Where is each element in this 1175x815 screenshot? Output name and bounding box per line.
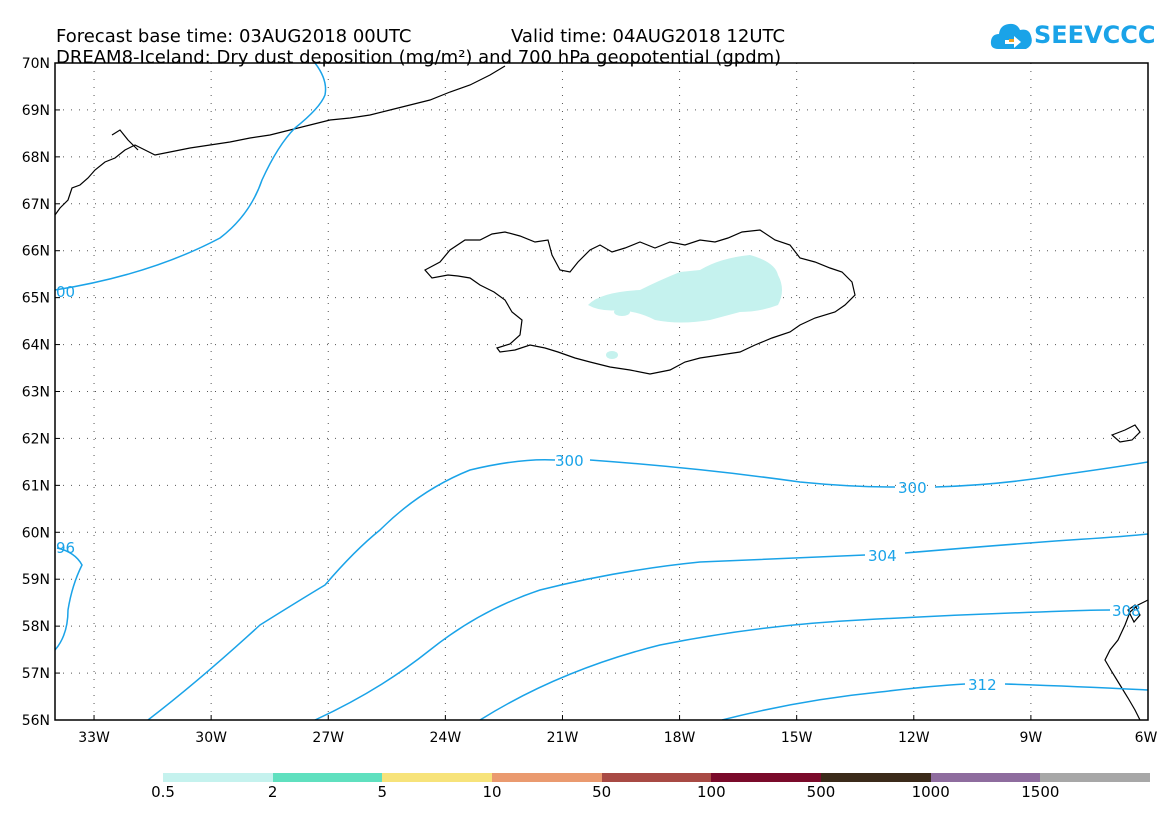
legend-label: 1500: [1021, 783, 1060, 801]
legend-label: 0.5: [151, 783, 175, 801]
cloud-arrow-icon: [990, 23, 1032, 49]
faroe-coastline: [1110, 424, 1141, 443]
seevccc-logo: SEEVCCC: [990, 17, 1170, 57]
latitude-label: 60N: [22, 525, 50, 541]
dust-deposition-patch: [606, 351, 618, 359]
valid-time: Valid time: 04AUG2018 12UTC: [511, 26, 786, 47]
longitude-label: 18W: [664, 730, 696, 746]
contour-label: 308: [1112, 602, 1141, 620]
contour-label: 96: [56, 539, 75, 557]
latitude-label: 59N: [22, 572, 50, 588]
shetland-coastline: [1127, 604, 1141, 624]
longitude-label: 21W: [547, 730, 579, 746]
longitude-label: 15W: [781, 730, 813, 746]
graticule-grid: [55, 63, 1148, 720]
title-line-2: Forecast base time: 03AUG2018 00UTC Vali…: [56, 27, 956, 107]
longitude-label: 30W: [195, 730, 227, 746]
legend-swatch: [930, 773, 1041, 782]
iceland-coastline: [424, 229, 856, 375]
contour-label: 300: [555, 452, 584, 470]
color-legend: [163, 773, 1151, 782]
geopotential-contour: [479, 609, 1111, 720]
geopotential-contour: [589, 459, 896, 488]
dust-deposition-area: [588, 255, 782, 323]
longitude-label: 6W: [1135, 730, 1158, 746]
longitude-label: 9W: [1020, 730, 1043, 746]
geopotential-contour: [904, 533, 1148, 554]
logo-text: SEEVCCC: [1034, 21, 1156, 49]
geopotential-contour: [1004, 683, 1148, 691]
legend-label: 100: [697, 783, 726, 801]
legend-swatch: [492, 773, 602, 782]
legend-swatch: [1040, 773, 1151, 782]
latitude-label: 65N: [22, 291, 50, 307]
legend-label: 1000: [911, 783, 950, 801]
geopotential-contour: [314, 554, 866, 720]
legend-labels: 0.5 2 5 10 50 100 500 1000 1500: [0, 783, 1175, 807]
dust-deposition-patch: [614, 308, 630, 316]
latitude-label: 70N: [22, 56, 50, 72]
contour-label: 00: [56, 283, 75, 301]
contour-label: 312: [968, 676, 997, 694]
legend-swatch: [711, 773, 822, 782]
longitude-label: 12W: [898, 730, 930, 746]
greenland-coastline: [55, 65, 506, 216]
scotland-coastline: [1104, 599, 1148, 720]
greenland-coastline-north: [111, 129, 139, 151]
legend-swatch: [601, 773, 712, 782]
geopotential-contour: [721, 683, 966, 720]
legend-label: 5: [377, 783, 388, 801]
contour-label: 304: [868, 547, 897, 565]
longitude-label: 27W: [312, 730, 344, 746]
latitude-label: 64N: [22, 338, 50, 354]
legend-label: 50: [592, 783, 612, 801]
legend-swatch: [272, 773, 383, 782]
legend-label: 2: [267, 783, 278, 801]
contour-label: 300: [898, 479, 927, 497]
legend-swatch: [163, 773, 273, 782]
legend-label: 500: [806, 783, 836, 801]
longitude-label: 33W: [78, 730, 110, 746]
latitude-label: 69N: [22, 103, 50, 119]
latitude-label: 56N: [22, 713, 50, 729]
geopotential-contour: [934, 461, 1148, 488]
geopotential-contour: [55, 547, 83, 651]
latitude-label: 63N: [22, 385, 50, 401]
latitude-label: 58N: [22, 619, 50, 635]
latitude-label: 61N: [22, 478, 50, 494]
latitude-label: 62N: [22, 431, 50, 447]
latitude-label: 66N: [22, 244, 50, 260]
legend-swatch: [382, 773, 493, 782]
forecast-base-time: Forecast base time: 03AUG2018 00UTC: [56, 26, 412, 47]
axis-ticks: 56N 57N 58N 59N 60N 61N 62N 63N 64N 65N 66N 67N 68N 6…: [22, 56, 1158, 746]
latitude-label: 57N: [22, 666, 50, 682]
geopotential-contour: [147, 458, 556, 720]
longitude-label: 24W: [430, 730, 462, 746]
legend-swatch: [821, 773, 931, 782]
map-frame: [54, 62, 1149, 721]
geopotential-contour: [55, 63, 327, 291]
latitude-label: 67N: [22, 197, 50, 213]
latitude-label: 68N: [22, 150, 50, 166]
legend-label: 10: [482, 783, 502, 801]
